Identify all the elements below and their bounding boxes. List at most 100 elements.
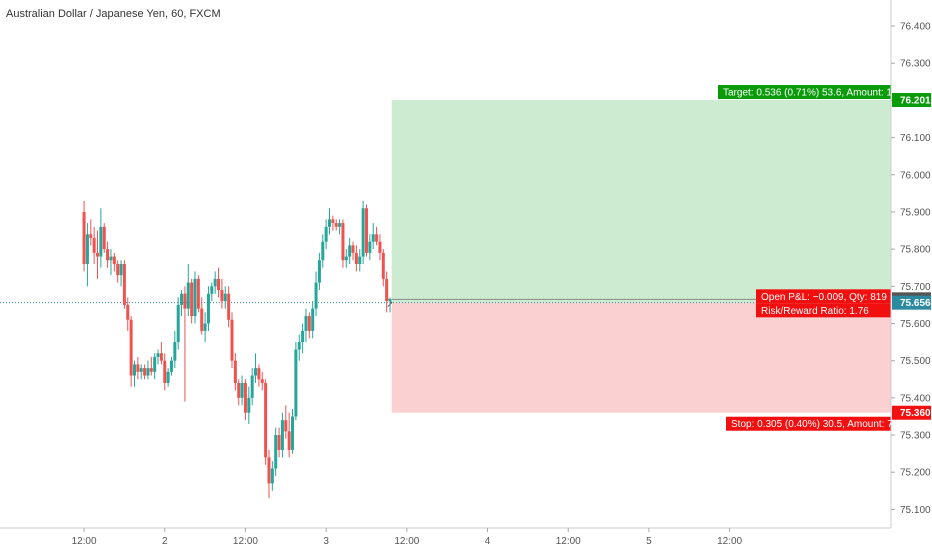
- candle[interactable]: [338, 219, 342, 235]
- candle[interactable]: [260, 371, 264, 391]
- candle[interactable]: [381, 249, 385, 287]
- stop-label[interactable]: [726, 416, 911, 431]
- candle[interactable]: [227, 286, 231, 328]
- candle[interactable]: [240, 375, 244, 406]
- candle[interactable]: [324, 219, 328, 250]
- candle[interactable]: [368, 234, 372, 261]
- candle[interactable]: [220, 278, 224, 309]
- candle[interactable]: [264, 379, 268, 465]
- candle[interactable]: [274, 427, 278, 476]
- candle[interactable]: [166, 368, 170, 387]
- candle[interactable]: [237, 379, 241, 406]
- candle[interactable]: [213, 271, 217, 294]
- candle[interactable]: [348, 237, 352, 264]
- candle[interactable]: [361, 200, 365, 264]
- candle[interactable]: [301, 323, 305, 354]
- candle[interactable]: [203, 312, 207, 343]
- candle[interactable]: [149, 356, 153, 376]
- candle[interactable]: [371, 223, 375, 250]
- target-price-tag[interactable]: [892, 93, 931, 108]
- candle[interactable]: [328, 208, 332, 235]
- candle[interactable]: [247, 386, 251, 424]
- candle[interactable]: [250, 368, 254, 406]
- candle[interactable]: [129, 316, 133, 387]
- candle[interactable]: [351, 241, 355, 261]
- target-label[interactable]: [718, 85, 911, 100]
- pnl-label[interactable]: [756, 289, 911, 304]
- price-axis[interactable]: [892, 0, 932, 550]
- candle[interactable]: [196, 275, 200, 313]
- candle[interactable]: [284, 405, 288, 439]
- candle[interactable]: [331, 215, 335, 231]
- candle[interactable]: [132, 360, 136, 387]
- candle[interactable]: [304, 308, 308, 343]
- candle[interactable]: [153, 353, 157, 380]
- candle[interactable]: [176, 297, 180, 350]
- candle[interactable]: [186, 264, 190, 317]
- candle[interactable]: [277, 427, 281, 458]
- candle[interactable]: [82, 200, 86, 272]
- candle[interactable]: [183, 286, 187, 402]
- candle[interactable]: [233, 353, 237, 391]
- candle[interactable]: [190, 278, 194, 324]
- candle[interactable]: [321, 234, 325, 268]
- candle[interactable]: [388, 297, 392, 313]
- candle[interactable]: [143, 364, 147, 380]
- candle[interactable]: [287, 412, 291, 458]
- entry-price-tag[interactable]: [892, 295, 931, 310]
- candle[interactable]: [230, 312, 234, 369]
- candle[interactable]: [341, 219, 345, 268]
- candle[interactable]: [364, 204, 368, 257]
- candle[interactable]: [210, 282, 214, 302]
- candle[interactable]: [307, 312, 311, 339]
- candle[interactable]: [116, 260, 120, 283]
- candle[interactable]: [334, 219, 338, 231]
- candle[interactable]: [180, 290, 184, 317]
- candle[interactable]: [159, 342, 163, 365]
- candle[interactable]: [96, 230, 100, 279]
- candle[interactable]: [217, 267, 221, 298]
- candle[interactable]: [223, 286, 227, 309]
- candle[interactable]: [193, 271, 197, 324]
- rr-label[interactable]: [756, 303, 911, 318]
- candle[interactable]: [173, 330, 177, 369]
- candle[interactable]: [385, 271, 389, 313]
- candle[interactable]: [314, 271, 318, 317]
- candle[interactable]: [317, 252, 321, 291]
- candle[interactable]: [354, 245, 358, 272]
- candle[interactable]: [257, 364, 261, 387]
- loss-zone[interactable]: [391, 302, 891, 413]
- candle[interactable]: [102, 223, 106, 253]
- candle[interactable]: [92, 226, 96, 264]
- candle[interactable]: [200, 297, 204, 335]
- time-axis[interactable]: [0, 529, 891, 550]
- candle[interactable]: [146, 360, 150, 380]
- candle[interactable]: [294, 342, 298, 421]
- candle[interactable]: [112, 252, 116, 272]
- candle[interactable]: [136, 356, 140, 380]
- candle[interactable]: [85, 223, 89, 287]
- candle[interactable]: [122, 260, 126, 309]
- candle[interactable]: [119, 260, 123, 287]
- candle[interactable]: [344, 249, 348, 268]
- candle[interactable]: [163, 353, 167, 391]
- candle[interactable]: [89, 219, 93, 246]
- candle[interactable]: [169, 356, 173, 376]
- candle[interactable]: [291, 409, 295, 454]
- candle[interactable]: [378, 234, 382, 261]
- stop-price-tag[interactable]: [892, 405, 931, 420]
- candle[interactable]: [270, 461, 274, 491]
- candle[interactable]: [243, 379, 247, 421]
- candle[interactable]: [267, 449, 271, 499]
- candle[interactable]: [280, 412, 284, 458]
- candle[interactable]: [254, 353, 258, 383]
- candle[interactable]: [358, 249, 362, 272]
- candle[interactable]: [106, 241, 110, 268]
- candle[interactable]: [126, 297, 130, 331]
- candle[interactable]: [156, 349, 160, 365]
- candle[interactable]: [297, 334, 301, 361]
- candle[interactable]: [99, 208, 103, 268]
- candle[interactable]: [109, 249, 113, 276]
- profit-zone[interactable]: [391, 100, 891, 303]
